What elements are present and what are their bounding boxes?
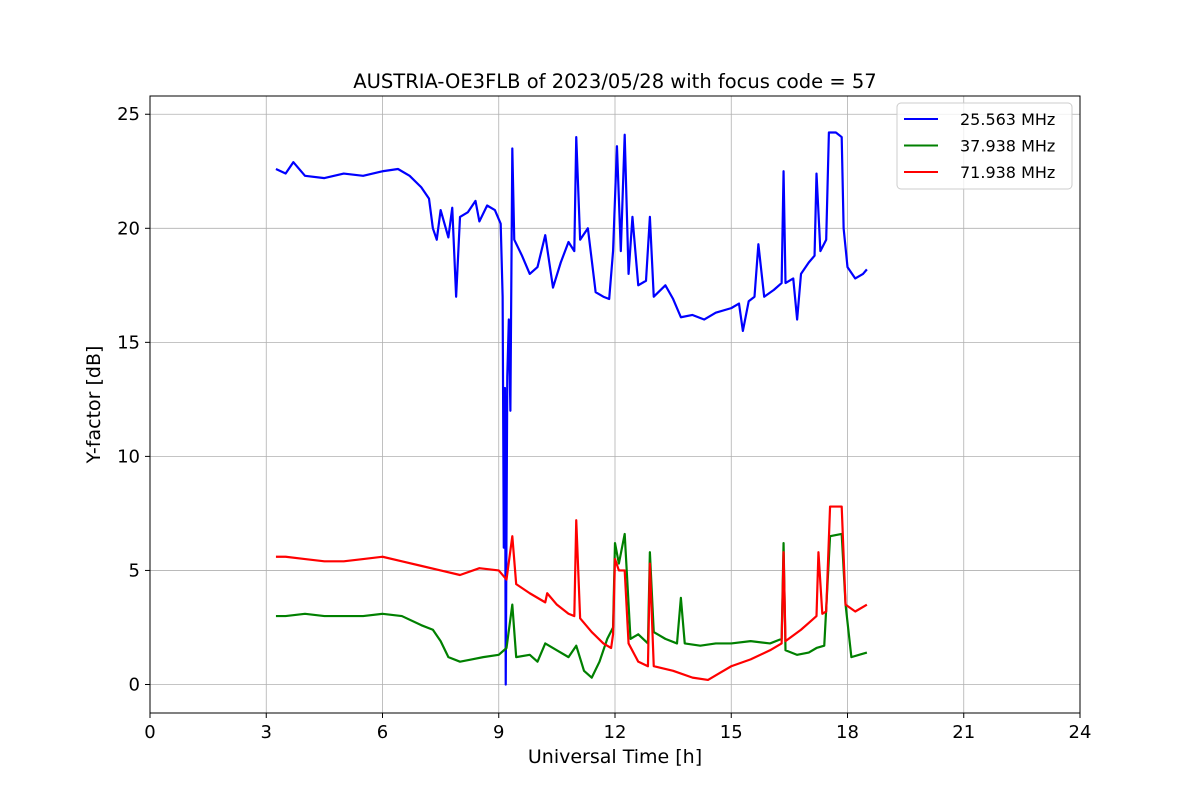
y-tick-label: 5 [129,560,140,581]
x-tick-label: 3 [261,722,272,743]
y-tick-label: 15 [117,332,140,353]
series-line-2 [275,505,868,682]
y-axis-ticks: 0 5 10 15 20 25 [117,104,150,695]
x-tick-label: 15 [720,722,743,743]
series-lines [275,131,868,686]
x-tick-label: 6 [377,722,388,743]
x-tick-label: 18 [836,722,859,743]
legend-frame [896,102,1073,190]
y-tick-label: 10 [117,446,140,467]
x-tick-label: 0 [144,722,155,743]
chart-title: AUSTRIA-OE3FLB of 2023/05/28 with focus … [353,70,876,93]
y-tick-label: 0 [129,674,140,695]
y-tick-label: 20 [117,218,140,239]
x-tick-label: 9 [493,722,504,743]
legend-label-2: 71.938 MHz [960,163,1055,182]
x-tick-label: 12 [604,722,627,743]
legend-items: 25.563 MHz 37.938 MHz 71.938 MHz [904,110,1055,182]
x-axis-label: Universal Time [h] [528,746,702,768]
legend-label-0: 25.563 MHz [960,110,1055,129]
y-axis-label: Y-factor [dB] [83,346,105,465]
x-axis-ticks: 0 3 6 9 12 15 18 21 24 [144,713,1091,743]
legend-label-1: 37.938 MHz [960,137,1055,156]
x-tick-label: 24 [1069,722,1092,743]
legend: 25.563 MHz 37.938 MHz 71.938 MHz [896,102,1073,190]
x-tick-label: 21 [952,722,975,743]
y-tick-label: 25 [117,104,140,125]
series-line-0 [275,131,868,686]
